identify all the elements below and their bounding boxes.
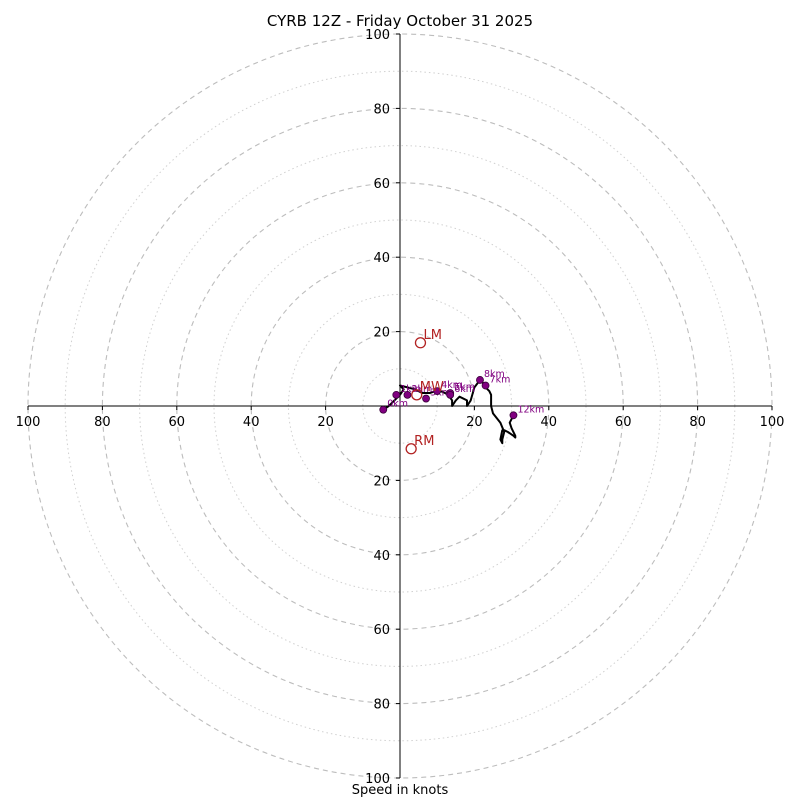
y-tick-label: 40 bbox=[373, 251, 390, 266]
chart-title: CYRB 12Z - Friday October 31 2025 bbox=[266, 12, 534, 30]
x-tick-label: 80 bbox=[689, 415, 706, 430]
y-tick-label: 100 bbox=[365, 772, 390, 787]
height-marker-7km bbox=[481, 381, 490, 390]
axes bbox=[28, 34, 772, 778]
tick-labels: 100 80 60 40 20 20 40 60 80 100 100 80 60 40 20 20 40 60 8… bbox=[16, 28, 785, 787]
height-label-12km: 12km bbox=[517, 404, 544, 415]
height-markers: 0km1km2km3km4km5km6km7km8km12km bbox=[379, 369, 544, 420]
storm-label-MW: MW bbox=[420, 380, 444, 395]
height-label-8km: 8km bbox=[484, 369, 505, 380]
y-tick-label: 20 bbox=[373, 474, 390, 489]
storm-marker-LM bbox=[414, 337, 427, 349]
x-tick-label: 100 bbox=[16, 415, 41, 430]
height-label-6km: 6km bbox=[454, 384, 475, 395]
x-tick-label: 20 bbox=[466, 415, 483, 430]
hodograph-trace bbox=[382, 379, 517, 445]
height-label-7km: 7km bbox=[490, 375, 511, 386]
x-tick-label: 40 bbox=[541, 415, 558, 430]
x-tick-label: 60 bbox=[169, 415, 186, 430]
y-tick-label: 80 bbox=[373, 102, 390, 117]
height-label-1km: 1km bbox=[400, 384, 421, 395]
height-marker-4km bbox=[433, 387, 442, 396]
y-tick-label: 60 bbox=[373, 623, 390, 638]
height-label-0km: 0km bbox=[387, 399, 408, 410]
height-marker-1km bbox=[392, 390, 401, 399]
y-tick-label: 20 bbox=[373, 326, 390, 341]
x-tick-label: 60 bbox=[615, 415, 632, 430]
height-marker-0km bbox=[379, 405, 388, 414]
y-tick-label: 40 bbox=[373, 549, 390, 564]
height-marker-12km bbox=[509, 411, 518, 420]
x-tick-label: 20 bbox=[317, 415, 334, 430]
wind-trace-line bbox=[382, 379, 517, 445]
height-marker-6km bbox=[446, 390, 455, 399]
y-tick-label: 80 bbox=[373, 698, 390, 713]
x-tick-label: 40 bbox=[243, 415, 260, 430]
x-axis-label: Speed in knots bbox=[351, 783, 449, 798]
storm-motion-markers: LM MW RM bbox=[405, 328, 444, 455]
storm-marker-RM bbox=[405, 443, 417, 455]
height-marker-2km bbox=[403, 390, 412, 399]
y-tick-label: 60 bbox=[373, 177, 390, 192]
height-label-5km: 5km bbox=[454, 382, 475, 393]
height-marker-8km bbox=[476, 376, 484, 384]
storm-marker-MW bbox=[411, 389, 423, 401]
storm-label-RM: RM bbox=[414, 434, 434, 449]
x-tick-label: 80 bbox=[94, 415, 111, 430]
height-label-2km: 2km bbox=[411, 384, 432, 395]
y-tick-label: 100 bbox=[365, 28, 390, 43]
height-label-4km: 4km bbox=[441, 380, 462, 391]
storm-label-LM: LM bbox=[423, 328, 441, 343]
height-marker-3km bbox=[422, 394, 430, 403]
x-tick-label: 100 bbox=[760, 415, 785, 430]
